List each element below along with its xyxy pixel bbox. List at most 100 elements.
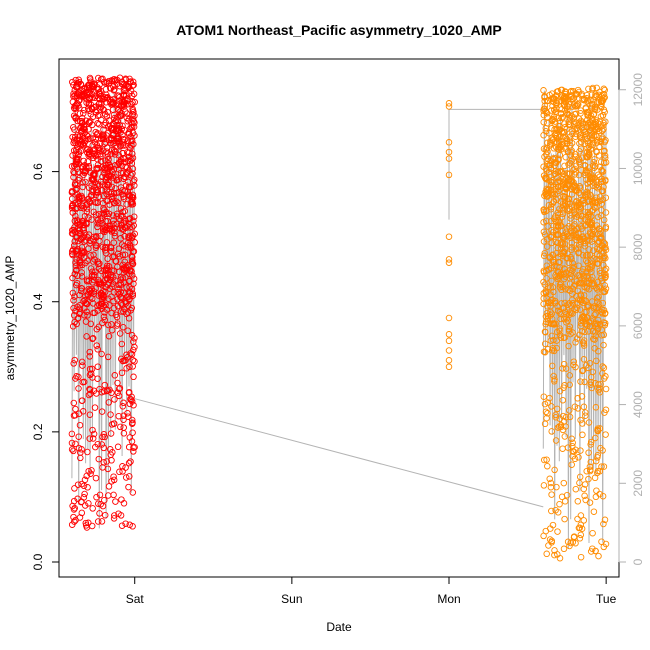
data-point (121, 216, 129, 223)
data-point (561, 162, 568, 170)
data-point (596, 173, 603, 181)
data-point (98, 441, 106, 448)
data-point (107, 430, 115, 437)
data-point (574, 405, 582, 412)
data-point (97, 157, 105, 165)
data-point (543, 167, 550, 174)
data-point (98, 99, 105, 107)
data-point (556, 387, 564, 395)
data-point (111, 229, 118, 237)
data-point (588, 104, 595, 112)
data-point (129, 429, 136, 436)
data-point (549, 362, 556, 370)
data-point (545, 201, 553, 209)
data-point (600, 463, 608, 470)
data-point (106, 163, 114, 170)
data-point (131, 334, 138, 342)
data-point (114, 288, 121, 296)
data-point (599, 363, 606, 370)
data-point (110, 217, 117, 224)
data-point (129, 224, 136, 231)
data-point (590, 304, 598, 312)
data-point (81, 476, 89, 484)
data-point (87, 101, 94, 108)
data-point (576, 134, 584, 141)
data-point (585, 246, 593, 253)
data-point (556, 554, 564, 562)
data-point (114, 250, 122, 257)
data-point (541, 281, 549, 288)
data-point (70, 399, 78, 407)
data-point (579, 420, 586, 427)
data-point (104, 465, 112, 473)
y2-tick-label: 2000 (631, 470, 645, 497)
data-point (105, 399, 113, 406)
data-point (568, 246, 575, 253)
data-point (568, 461, 575, 468)
data-point (109, 101, 116, 108)
data-point (595, 347, 602, 355)
data-point (556, 500, 563, 508)
data-point (91, 404, 99, 411)
data-point (583, 123, 591, 131)
data-point (547, 203, 555, 211)
data-point (130, 373, 137, 381)
data-point (597, 158, 605, 166)
data-point (80, 125, 88, 133)
data-point (561, 299, 569, 307)
data-point (93, 189, 101, 196)
data-point (122, 357, 129, 364)
data-point (82, 95, 90, 102)
data-point (78, 273, 86, 280)
data-point (553, 174, 561, 182)
data-point (127, 199, 135, 207)
data-point (552, 133, 560, 140)
data-point (560, 231, 568, 239)
data-point (594, 425, 602, 432)
data-point (118, 522, 126, 529)
data-point (548, 332, 556, 340)
data-point (568, 435, 575, 443)
data-point (601, 138, 609, 146)
data-point (561, 245, 569, 252)
data-point (75, 197, 82, 204)
data-point (122, 108, 129, 115)
data-point (566, 407, 573, 414)
data-point (577, 553, 585, 561)
data-point (598, 463, 605, 470)
data-point (578, 393, 586, 400)
data-point (84, 448, 91, 456)
data-point (544, 223, 552, 230)
data-point (579, 431, 586, 439)
data-point (129, 200, 137, 208)
data-point (566, 542, 573, 550)
data-point (69, 289, 77, 297)
data-point (73, 136, 80, 144)
data-point (595, 293, 602, 301)
data-point (580, 340, 588, 347)
data-point (540, 482, 548, 489)
data-point (107, 411, 114, 418)
data-point (69, 230, 77, 237)
data-point (544, 303, 551, 310)
data-point (593, 99, 601, 106)
data-point (544, 315, 552, 323)
data-point (593, 357, 600, 365)
data-point (98, 305, 106, 313)
data-point (445, 363, 453, 371)
data-point (548, 491, 555, 498)
data-point (585, 213, 592, 221)
data-point (552, 413, 559, 421)
data-point (577, 145, 585, 153)
data-point (548, 428, 555, 435)
data-point (81, 168, 89, 175)
data-point (69, 209, 77, 216)
data-point (125, 191, 133, 198)
data-point (129, 107, 137, 114)
data-point (582, 252, 590, 259)
data-point (545, 283, 552, 290)
data-point (577, 416, 584, 424)
data-point (577, 292, 585, 300)
data-point (71, 318, 78, 326)
data-point (119, 150, 126, 157)
